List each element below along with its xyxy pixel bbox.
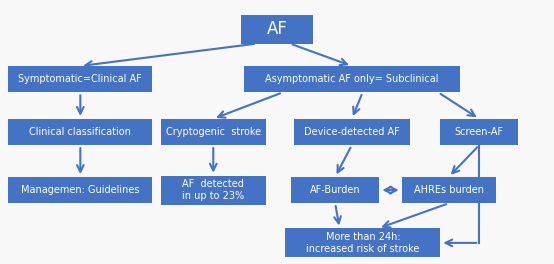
FancyBboxPatch shape bbox=[294, 119, 410, 145]
FancyBboxPatch shape bbox=[402, 177, 496, 203]
FancyBboxPatch shape bbox=[244, 66, 460, 92]
FancyBboxPatch shape bbox=[291, 177, 379, 203]
Text: AF  detected
in up to 23%: AF detected in up to 23% bbox=[182, 179, 244, 201]
Text: AF-Burden: AF-Burden bbox=[310, 185, 361, 195]
FancyBboxPatch shape bbox=[440, 119, 518, 145]
Text: AF: AF bbox=[266, 20, 288, 38]
FancyBboxPatch shape bbox=[8, 66, 152, 92]
Text: AHREs burden: AHREs burden bbox=[414, 185, 484, 195]
Text: Clinical classification: Clinical classification bbox=[29, 127, 131, 137]
Text: More than 24h:
increased risk of stroke: More than 24h: increased risk of stroke bbox=[306, 232, 419, 254]
Text: Symptomatic=Clinical AF: Symptomatic=Clinical AF bbox=[18, 74, 142, 84]
Text: Managemen: Guidelines: Managemen: Guidelines bbox=[21, 185, 140, 195]
FancyBboxPatch shape bbox=[161, 176, 266, 205]
Text: Screen-AF: Screen-AF bbox=[455, 127, 504, 137]
Text: Asymptomatic AF only= Subclinical: Asymptomatic AF only= Subclinical bbox=[265, 74, 439, 84]
FancyBboxPatch shape bbox=[8, 177, 152, 203]
Text: Device-detected AF: Device-detected AF bbox=[304, 127, 399, 137]
FancyBboxPatch shape bbox=[8, 119, 152, 145]
FancyBboxPatch shape bbox=[285, 228, 440, 257]
FancyBboxPatch shape bbox=[161, 119, 266, 145]
Text: Cryptogenic  stroke: Cryptogenic stroke bbox=[166, 127, 261, 137]
FancyBboxPatch shape bbox=[241, 15, 313, 44]
